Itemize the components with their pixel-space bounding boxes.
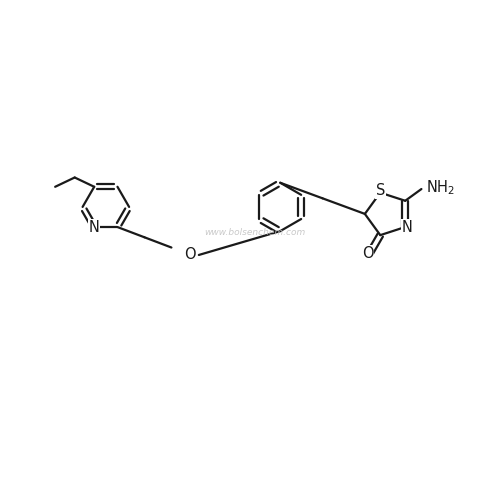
Text: O: O	[184, 248, 196, 262]
Text: S: S	[376, 184, 385, 198]
Text: www.bolsenchem.com: www.bolsenchem.com	[204, 228, 306, 237]
Text: NH$_2$: NH$_2$	[426, 178, 454, 197]
Text: N: N	[89, 220, 100, 234]
Text: N: N	[402, 220, 412, 234]
Text: O: O	[362, 246, 374, 260]
